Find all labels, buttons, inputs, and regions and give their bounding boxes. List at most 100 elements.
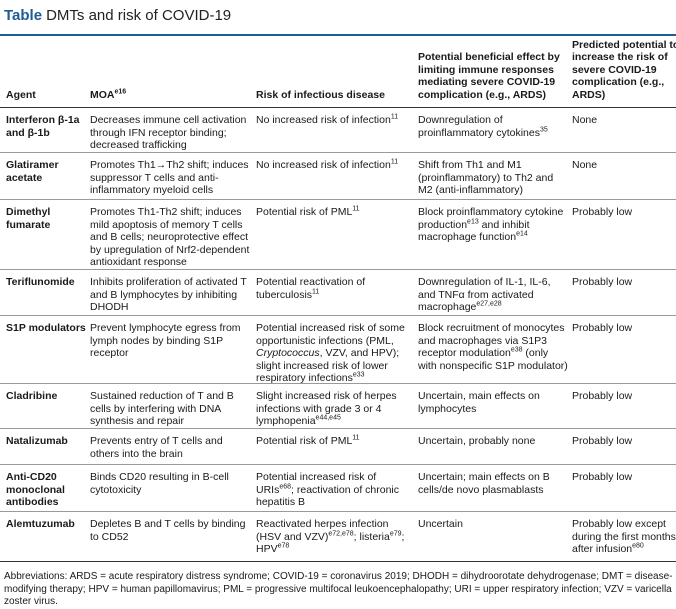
cell-benefit: Downregulation of proinflammatory cytoki… [418,114,568,139]
cell-predicted-text: Probably low except during the first mon… [572,518,676,555]
cell-risk-ref-b: e79 [389,530,402,537]
cell-risk-ref: e44,e45 [315,414,341,422]
cell-risk-text: No increased risk of infection [256,159,391,171]
cell-benefit: Uncertain [418,518,463,530]
cell-benefit: Block recruitment of monocytes and macro… [418,322,568,372]
cell-risk-text-a: Potential increased risk of URIs [256,471,377,496]
cell-risk-text: Potential risk of PML [256,206,353,218]
cell-predicted: Probably low [572,322,633,334]
cell-benefit: Uncertain, main effects on lymphocytes [418,390,540,415]
table-row: Interferon β-1a and β-1b Decreases immun… [0,108,676,153]
cell-predicted: None [572,159,598,171]
cell-risk: Potential increased risk of URIse68; rea… [256,471,416,509]
cell-risk-text: Slight increased risk of herpes infectio… [256,390,397,427]
table-row: Alemtuzumab Depletes B and T cells by bi… [0,512,676,562]
header-agent: Agent [6,88,36,101]
cell-benefit-text-a: Block proinflammatory cytokine productio… [418,206,564,231]
cell-risk-italic: Cryptococcus [256,347,320,359]
cell-risk-text: Potential risk of PML [256,435,353,447]
cell-benefit: Block proinflammatory cytokine productio… [418,206,568,244]
cell-risk-ref-c: e78 [277,542,290,550]
cell-risk-text-b: ; listeria [353,530,390,543]
cell-moa: Depletes B and T cells by binding to CD5… [90,518,246,543]
cell-moa: Binds CD20 resulting in B-cell cytotoxic… [90,471,229,496]
cell-risk: Reactivated herpes infection (HSV and VZ… [256,518,416,556]
table-footnote: Abbreviations: ARDS = acute respiratory … [4,571,673,607]
cell-moa: Prevents entry of T cells and others int… [90,435,223,460]
cell-risk-ref: 11 [352,205,360,213]
cell-risk-ref-a: e72,e78 [328,530,354,537]
cell-predicted: Probably low [572,471,633,483]
cell-risk-text: No increased risk of infection [256,114,391,126]
cell-moa: Decreases immune cell activation through… [90,114,247,151]
cell-benefit: Uncertain, probably none [418,435,536,447]
cell-benefit-text: Downregulation of proinflammatory cytoki… [418,114,540,139]
table-header-row: Agent MOAe16 Risk of infectious disease … [0,36,676,108]
cell-agent: S1P modulators [6,322,86,334]
table-row: Anti-CD20 monoclonal antibodies Binds CD… [0,465,676,512]
cell-agent: Alemtuzumab [6,518,75,530]
cell-moa: Sustained reduction of T and B cells by … [90,390,234,427]
cell-risk: Potential reactivation of tuberculosis11 [256,276,416,301]
cell-risk-text-b: , VZV, and HPV); slight increased risk o… [256,347,400,384]
cell-agent: Teriflunomide [6,276,75,288]
cell-predicted: None [572,114,598,126]
header-risk: Risk of infectious disease [256,88,385,101]
cell-risk-ref: 11 [390,113,399,121]
table-title: DMTs and risk of COVID-19 [46,7,232,24]
cell-moa: Promotes Th1→Th2 shift; induces suppress… [90,159,249,196]
cell-risk: No increased risk of infection11 [256,114,416,127]
table-row: Cladribine Sustained reduction of T and … [0,384,676,429]
table-row: Teriflunomide Inhibits proliferation of … [0,270,676,316]
cell-benefit: Downregulation of IL-1, IL-6, and TNFα f… [418,276,568,314]
cell-risk-ref: 11 [312,288,320,295]
table-row: Dimethyl fumarate Promotes Th1-Th2 shift… [0,200,676,270]
table-title-bar: Table DMTs and risk of COVID-19 [0,0,676,36]
cell-risk: Potential risk of PML11 [256,435,416,448]
cell-predicted: Probably low [572,276,633,288]
cell-predicted: Probably low [572,435,633,447]
header-moa-ref: e16 [114,88,127,95]
cell-agent: Glatiramer acetate [6,159,59,184]
cell-benefit-ref-b: e14 [516,230,528,238]
cell-risk: No increased risk of infection11 [256,159,416,172]
cell-benefit-text-a: Block recruitment of monocytes and macro… [418,322,565,359]
cell-benefit-text-b: and inhibit macrophage function [418,218,530,244]
cell-benefit-text: Downregulation of IL-1, IL-6, and TNFα f… [418,276,551,313]
cell-risk-text-a: Reactivated herpes infection (HSV and VZ… [256,518,389,543]
cell-moa: Inhibits proliferation of activated T an… [90,276,247,313]
table-row: S1P modulators Prevent lymphocyte egress… [0,316,676,384]
table-row: Glatiramer acetate Promotes Th1→Th2 shif… [0,153,676,200]
cell-benefit-text-b: (only with nonspecific S1P modulator) [418,347,568,372]
header-moa: MOAe16 [90,88,252,102]
header-moa-text: MOA [90,88,115,101]
cell-agent: Dimethyl fumarate [6,206,51,231]
cell-risk-text-a: Potential increased risk of some opportu… [256,322,405,347]
cell-benefit: Uncertain; main effects on B cells/de no… [418,471,550,496]
header-predicted: Predicted potential to increase the risk… [572,38,676,101]
cell-risk-ref: e68 [279,483,292,490]
cell-risk: Slight increased risk of herpes infectio… [256,390,416,428]
cell-benefit-ref: 35 [539,126,548,133]
cell-agent: Interferon β-1a and β-1b [6,114,80,139]
cell-agent: Anti-CD20 monoclonal antibodies [6,471,65,508]
cell-benefit-ref: e38 [510,346,523,354]
header-benefit: Potential beneficial effect by limiting … [418,51,560,101]
cell-benefit: Shift from Th1 and M1 (proinflammatory) … [418,159,554,196]
cell-risk-ref: 11 [352,434,360,442]
cell-moa: Promotes Th1-Th2 shift; induces mild apo… [90,206,250,268]
cell-predicted: Probably low except during the first mon… [572,518,676,556]
cell-moa: Prevent lymphocyte egress from lymph nod… [90,322,241,359]
cell-agent: Natalizumab [6,435,68,447]
cell-benefit-ref: e27,e28 [476,300,502,308]
table-row: Natalizumab Prevents entry of T cells an… [0,429,676,465]
cell-predicted: Probably low [572,206,633,218]
cell-risk: Potential risk of PML11 [256,206,416,219]
cell-risk-text-c: ; HPV [256,530,405,556]
cell-risk-ref: 11 [390,158,399,166]
cell-risk: Potential increased risk of some opportu… [256,322,416,385]
cell-predicted: Probably low [572,390,633,402]
table-label: Table [4,7,43,24]
cell-risk-text-b: ; reactivation of chronic hepatitis B [256,483,399,509]
cell-agent: Cladribine [6,390,58,402]
